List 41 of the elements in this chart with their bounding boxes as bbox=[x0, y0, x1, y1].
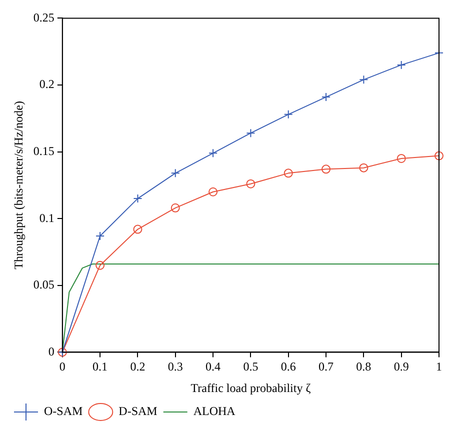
x-tick-label: 0.1 bbox=[92, 360, 108, 374]
point bbox=[246, 179, 256, 188]
x-tick-label: 0 bbox=[59, 360, 66, 374]
x-tick-label: 0.2 bbox=[130, 360, 146, 374]
x-tick-label: 0.5 bbox=[243, 360, 258, 374]
legend-label: O-SAM bbox=[44, 404, 83, 418]
x-tick-label: 0.9 bbox=[394, 360, 409, 374]
point bbox=[170, 203, 180, 212]
point bbox=[96, 231, 105, 240]
y-tick-label: 0.2 bbox=[39, 77, 54, 92]
point bbox=[359, 163, 368, 172]
point bbox=[246, 128, 256, 138]
x-tick-label: 0.6 bbox=[280, 360, 296, 374]
x-tick-label: 0.3 bbox=[168, 360, 183, 374]
x-tick-label: 0.4 bbox=[206, 360, 221, 374]
point bbox=[359, 75, 368, 84]
x-tick-label: 0.7 bbox=[318, 360, 334, 374]
point bbox=[208, 148, 218, 158]
y-tick-label: 0.05 bbox=[33, 278, 54, 292]
point bbox=[396, 60, 406, 70]
point bbox=[434, 151, 444, 160]
point bbox=[396, 154, 406, 163]
y-tick-label: 0.1 bbox=[39, 210, 54, 225]
point bbox=[133, 224, 142, 234]
y-tick-label: 0.15 bbox=[33, 144, 54, 158]
point bbox=[170, 168, 180, 178]
y-tick-label: 0 bbox=[48, 344, 54, 358]
legend-label: ALOHA bbox=[193, 404, 236, 418]
y-tick-label: 0.25 bbox=[33, 10, 54, 24]
point bbox=[133, 194, 142, 204]
y-axis-title: Throughput (bits-meter/s/Hz/node) bbox=[11, 101, 26, 270]
point bbox=[208, 187, 218, 196]
legend-label: D-SAM bbox=[118, 404, 158, 418]
point bbox=[96, 260, 105, 270]
point bbox=[322, 164, 331, 174]
x-tick-label: 1 bbox=[436, 360, 442, 374]
point bbox=[284, 168, 293, 178]
point bbox=[284, 110, 293, 119]
x-tick-label: 0.8 bbox=[356, 360, 372, 374]
x-axis-title: Traffic load probability ζ bbox=[190, 380, 311, 395]
point bbox=[322, 92, 331, 102]
